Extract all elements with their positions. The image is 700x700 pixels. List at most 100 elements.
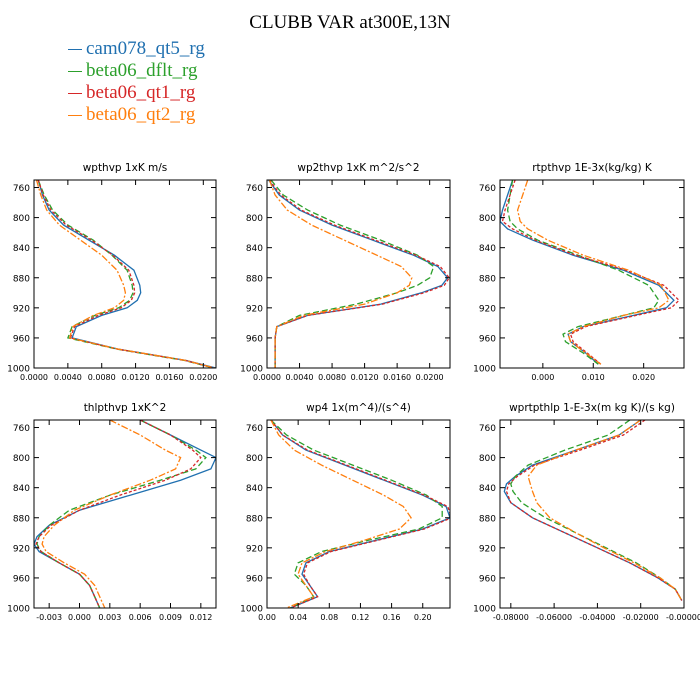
legend-label: cam078_qt5_rg (86, 38, 205, 59)
y-tick-label: 840 (479, 244, 496, 254)
y-tick-label: 1000 (240, 605, 263, 615)
x-tick-label: 0.04 (289, 613, 307, 622)
x-tick-label: 0.0080 (318, 373, 346, 382)
series-line-beta06_qt1_rg (501, 180, 680, 365)
series-line-beta06_dflt_rg (270, 180, 435, 368)
x-tick-label: 0.12 (352, 613, 370, 622)
series-line-beta06_qt2_rg (516, 180, 670, 365)
y-tick-label: 960 (13, 574, 30, 584)
y-tick-label: 960 (246, 574, 263, 584)
y-tick-label: 1000 (240, 365, 263, 375)
x-tick-label: 0.0040 (286, 373, 314, 382)
x-tick-label: 0.0120 (351, 373, 379, 382)
panel-title: wp2thvp 1xK m^2/s^2 (297, 162, 419, 174)
plot-frame (266, 179, 451, 369)
panel-title: rtpthvp 1E-3x(kg/kg) K (532, 162, 653, 174)
series-line-beta06_qt2_rg (268, 180, 413, 368)
y-tick-label: 880 (246, 274, 263, 284)
legend-swatch (68, 70, 82, 72)
series-line-cam078_qt5_rg (34, 420, 216, 608)
y-tick-label: 760 (479, 184, 496, 194)
x-tick-label: -0.003 (36, 613, 62, 622)
x-tick-label: 0.009 (159, 613, 182, 622)
legend-swatch (68, 92, 82, 94)
y-tick-label: 800 (246, 214, 263, 224)
x-tick-label: 0.0160 (155, 373, 183, 382)
legend-item-beta06-dflt: beta06_dflt_rg (68, 60, 205, 82)
x-tick-label: 0.000 (68, 613, 91, 622)
series-line-beta06_dflt_rg (270, 420, 443, 608)
series-line-cam078_qt5_rg (500, 180, 675, 365)
y-tick-label: 880 (13, 514, 30, 524)
x-tick-label: 0.0040 (54, 373, 82, 382)
series-line-beta06_qt1_rg (270, 420, 450, 608)
y-tick-label: 880 (13, 274, 30, 284)
y-tick-label: 920 (246, 544, 263, 554)
y-tick-label: 920 (13, 544, 30, 554)
x-tick-label: 0.012 (189, 613, 212, 622)
panel-title: wpthvp 1xK m/s (83, 162, 168, 174)
panel-title: wp4 1x(m^4)/(s^4) (306, 402, 411, 414)
y-tick-label: 760 (13, 424, 30, 434)
series-line-cam078_qt5_rg (268, 180, 449, 368)
plot-frame (33, 419, 217, 609)
y-tick-label: 960 (13, 334, 30, 344)
plot-frame (33, 179, 217, 369)
y-tick-label: 800 (13, 214, 30, 224)
panel-1: wpthvp 1xK m/s76080084088092096010000.00… (7, 162, 217, 382)
series-line-cam078_qt5_rg (37, 180, 216, 368)
series-line-beta06_qt1_rg (37, 180, 215, 368)
x-tick-label: 0.020 (632, 373, 655, 382)
x-tick-label: 0.0200 (189, 373, 217, 382)
y-tick-label: 840 (246, 244, 263, 254)
x-tick-label: 0.003 (98, 613, 121, 622)
y-tick-label: 840 (246, 484, 263, 494)
series-line-beta06_qt1_rg (505, 420, 683, 601)
x-tick-label: 0.000 (531, 373, 554, 382)
plot-frame (499, 419, 685, 609)
legend-swatch (68, 114, 82, 116)
series-line-beta06_dflt_rg (506, 180, 660, 365)
y-tick-label: 920 (479, 544, 496, 554)
y-tick-label: 920 (13, 304, 30, 314)
y-tick-label: 760 (246, 184, 263, 194)
figure-title: CLUBB VAR at300E,13N (249, 12, 451, 33)
panel-4: thlpthvp 1xK^2 760 800 840 880 920 960 1000 -0.0… (7, 402, 217, 622)
x-tick-label: 0.16 (383, 613, 401, 622)
panel-title: thlpthvp 1xK^2 (84, 402, 167, 414)
plot-frame (499, 179, 685, 369)
y-tick-label: 920 (479, 304, 496, 314)
series-line-cam078_qt5_rg (503, 420, 683, 601)
panel-title: wprtpthlp 1-E-3x(m kg K)/(s kg) (509, 402, 675, 414)
y-tick-label: 760 (13, 184, 30, 194)
x-tick-label: 0.0080 (88, 373, 116, 382)
y-tick-label: 880 (479, 274, 496, 284)
x-tick-label: -0.08000 (493, 613, 529, 622)
series-line-cam078_qt5_rg (270, 420, 450, 608)
y-tick-label: 800 (13, 454, 30, 464)
series-line-beta06_dflt_rg (37, 180, 214, 368)
legend: cam078_qt5_rg beta06_dflt_rg beta06_qt1_… (68, 38, 205, 126)
y-tick-label: 880 (479, 514, 496, 524)
x-tick-label: -0.04000 (579, 613, 615, 622)
x-tick-label: 0.08 (320, 613, 338, 622)
legend-item-cam078: cam078_qt5_rg (68, 38, 205, 60)
series-line-beta06_qt2_rg (35, 180, 215, 368)
y-tick-label: 1000 (7, 365, 30, 375)
panel-2: wp2thvp 1xK m^2/s^2 760 800 840 880 920 960 100… (240, 162, 451, 382)
series-line-beta06_dflt_rg (36, 420, 207, 608)
y-tick-label: 960 (246, 334, 263, 344)
legend-label: beta06_qt1_rg (86, 82, 196, 103)
legend-item-beta06-qt2: beta06_qt2_rg (68, 104, 205, 126)
panel-5: wp4 1x(m^4)/(s^4)76080084088092096010000… (240, 402, 451, 622)
plot-frame (266, 419, 451, 609)
y-tick-label: 800 (479, 214, 496, 224)
x-tick-label: 0.00 (258, 613, 276, 622)
x-tick-label: 0.0000 (20, 373, 48, 382)
y-tick-label: 760 (246, 424, 263, 434)
y-tick-label: 960 (479, 334, 496, 344)
legend-label: beta06_qt2_rg (86, 104, 196, 125)
panel-3: rtpthvp 1E-3x(kg/kg) K 760 800 840 880 920 960… (473, 162, 685, 382)
series-line-beta06_qt1_rg (35, 420, 202, 608)
